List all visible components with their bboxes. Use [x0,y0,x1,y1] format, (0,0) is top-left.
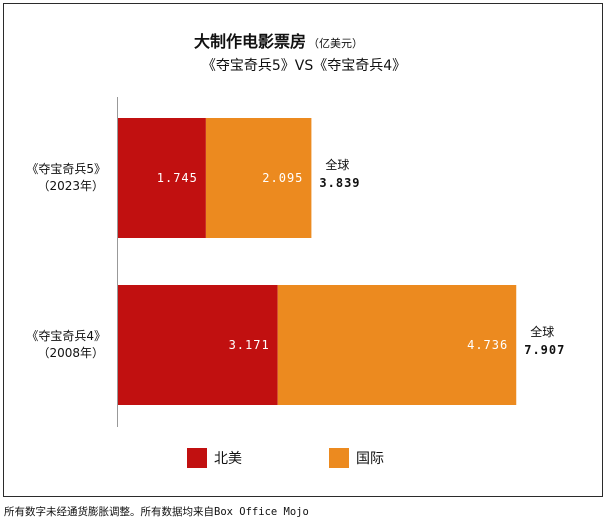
bar-segment-international [277,285,517,405]
chart-title: 大制作电影票房 [194,32,306,51]
total-label: 全球 [530,324,554,339]
bar-value-label: 3.171 [229,338,270,352]
chart-canvas: 大制作电影票房 （亿美元） 《夺宝奇兵5》VS《夺宝奇兵4》 《夺宝奇兵5》 （2… [26,32,565,468]
category-label: 《夺宝奇兵4》 [26,329,106,343]
bar-value-label: 4.736 [467,338,508,352]
category-year-label: （2023年） [37,179,104,193]
chart-title-unit: （亿美元） [308,37,363,50]
legend-label: 国际 [356,451,384,467]
total-label: 全球 [325,157,349,172]
bars-layer: 《夺宝奇兵5》 （2023年） 1.745 2.095 全球 3.839 《夺宝奇兵4》 （2… [26,118,565,405]
bar-value-label: 2.095 [262,171,303,185]
total-value: 3.839 [319,176,360,190]
chart-frame: 大制作电影票房 （亿美元） 《夺宝奇兵5》VS《夺宝奇兵4》 《夺宝奇兵5》 （2… [3,3,603,497]
total-value: 7.907 [524,343,565,357]
legend: 北美 国际 [187,448,384,468]
legend-swatch [329,448,349,468]
bar-segment-international [205,118,312,238]
category-year-label: （2008年） [37,346,104,360]
chart-subtitle: 《夺宝奇兵5》VS《夺宝奇兵4》 [202,57,406,74]
bar-value-label: 1.745 [157,171,198,185]
bar-segment-north-america [118,118,206,238]
category-label: 《夺宝奇兵5》 [26,162,106,176]
footnote: 所有数字未经通货膨胀调整。所有数据均来自Box Office Mojo [4,506,309,518]
legend-swatch [187,448,207,468]
bar-segment-north-america [118,285,278,405]
legend-label: 北美 [214,451,242,467]
